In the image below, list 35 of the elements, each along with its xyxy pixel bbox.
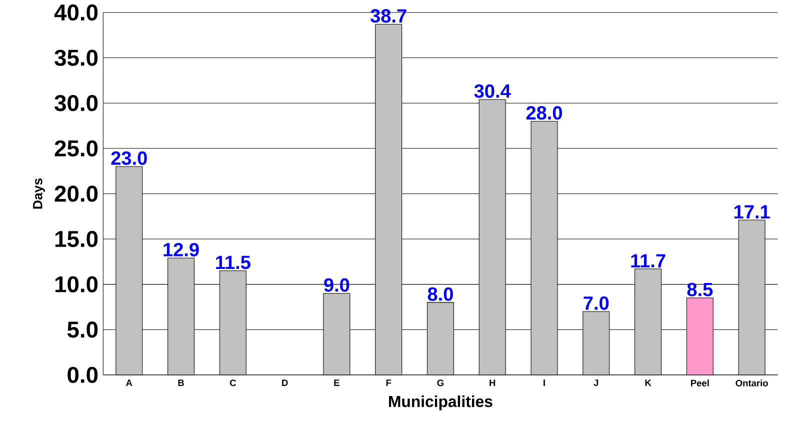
x-tick-label: D <box>282 380 288 386</box>
x-tick-label: J <box>594 380 598 386</box>
x-tick-label: Peel <box>691 380 709 386</box>
data-label: 12.9 <box>164 242 199 256</box>
x-tick-label: F <box>386 380 392 386</box>
data-label: 11.5 <box>216 256 250 270</box>
x-tick-label: E <box>334 380 340 386</box>
y-tick-label: 20.0 <box>54 186 98 202</box>
data-label: 17.1 <box>734 205 770 218</box>
x-tick-label: A <box>126 380 132 386</box>
y-axis-title: Days <box>33 178 45 209</box>
y-tick-label: 40.0 <box>54 4 98 21</box>
data-label: 23.0 <box>111 151 147 165</box>
data-label: 30.4 <box>474 84 511 98</box>
data-label: 28.0 <box>526 106 562 120</box>
x-tick-label: C <box>230 380 236 386</box>
data-label: 8.0 <box>428 287 453 301</box>
data-label: 8.5 <box>687 282 713 296</box>
y-tick-label: 25.0 <box>54 140 98 156</box>
x-tick-label: G <box>437 380 444 386</box>
x-tick-label: K <box>645 380 652 386</box>
x-tick-label: I <box>544 380 545 386</box>
data-label: 7.0 <box>584 296 609 310</box>
y-tick-label: 10.0 <box>55 276 98 292</box>
data-label: 11.7 <box>631 254 666 268</box>
x-tick-label: H <box>490 380 496 386</box>
x-axis-title: Municipalities <box>389 395 492 410</box>
y-tick-label: 0.0 <box>68 366 98 383</box>
data-label: 38.7 <box>370 9 406 23</box>
x-tick-label: Ontario <box>736 380 768 386</box>
x-tick-label: B <box>178 380 184 386</box>
y-tick-label: 30.0 <box>54 94 98 112</box>
y-tick-label: 35.0 <box>54 50 98 66</box>
y-tick-label: 5.0 <box>67 322 98 338</box>
y-tick-label: 15.0 <box>55 230 98 248</box>
